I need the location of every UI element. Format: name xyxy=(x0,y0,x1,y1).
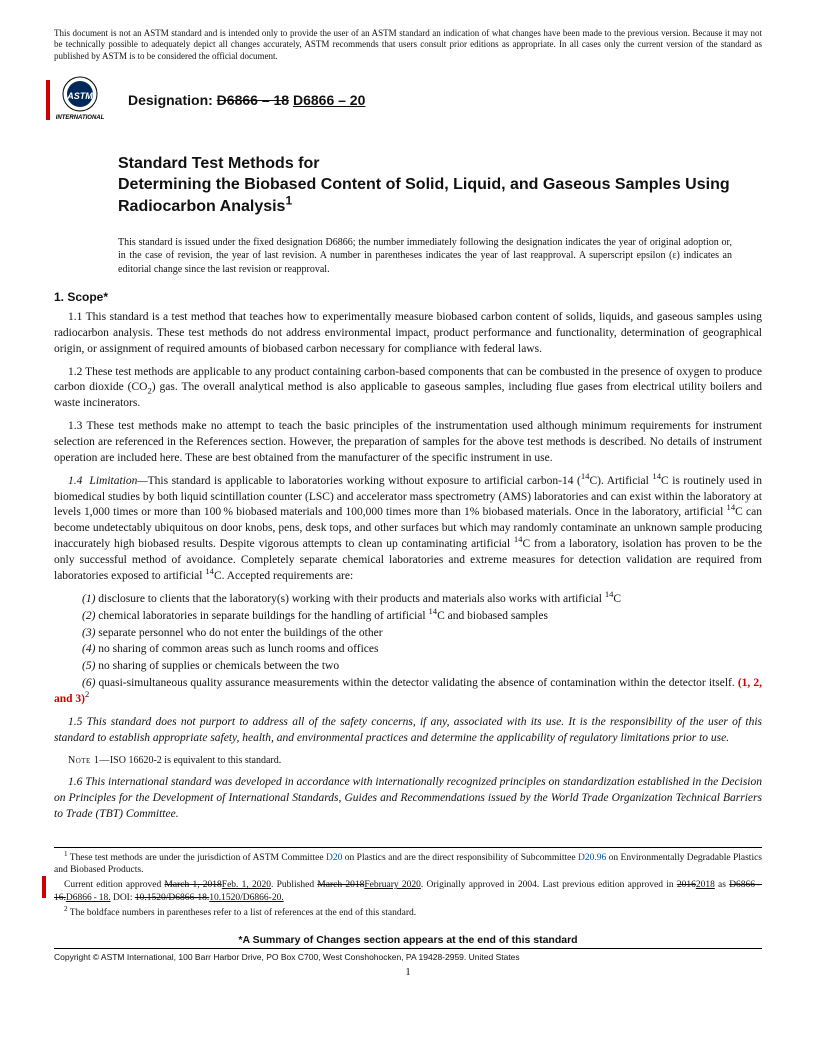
req-1: (1) disclosure to clients that the labor… xyxy=(68,592,762,608)
astm-logo-icon: ASTM INTERNATIONAL xyxy=(54,76,114,125)
footnote-edition: Current edition approved March 1, 2018Fe… xyxy=(54,879,762,905)
svg-text:ASTM: ASTM xyxy=(66,91,93,101)
designation-row: ASTM INTERNATIONAL Designation: D6866 – … xyxy=(46,76,762,125)
req-2: (2) chemical laboratories in separate bu… xyxy=(68,609,762,625)
issuance-note: This standard is issued under the fixed … xyxy=(118,236,732,277)
standard-title: Standard Test Methods for Determining th… xyxy=(118,153,732,218)
subcommittee-link[interactable]: D20.96 xyxy=(578,853,606,863)
req-6: (6) quasi-simultaneous quality assurance… xyxy=(54,676,762,708)
scope-heading: 1. Scope* xyxy=(54,290,762,304)
change-bar-icon xyxy=(42,876,46,898)
old-designation: D6866 – 18 xyxy=(217,92,289,108)
new-designation: D6866 – 20 xyxy=(293,92,365,108)
req-5: (5) no sharing of supplies or chemicals … xyxy=(68,659,762,675)
footnote-1: 1 These test methods are under the juris… xyxy=(54,852,762,878)
page-root: This document is not an ASTM standard an… xyxy=(0,0,816,1056)
req-4: (4) no sharing of common areas such as l… xyxy=(68,642,762,658)
para-1-1: 1.1 This standard is a test method that … xyxy=(54,310,762,358)
committee-link[interactable]: D20 xyxy=(326,853,342,863)
summary-footer: *A Summary of Changes section appears at… xyxy=(54,934,762,946)
change-bar-icon xyxy=(46,80,50,120)
para-1-2: 1.2 These test methods are applicable to… xyxy=(54,365,762,413)
designation-text: Designation: D6866 – 18 D6866 – 20 xyxy=(128,92,365,108)
req-3: (3) (3) separate personnel who do not en… xyxy=(68,626,762,642)
title-block: Standard Test Methods for Determining th… xyxy=(118,153,732,218)
para-1-4: 1.4 Limitation—This standard is applicab… xyxy=(54,474,762,585)
footnotes-block: 1 These test methods are under the juris… xyxy=(54,847,762,920)
ref-links[interactable]: (1, 2, and 3) xyxy=(54,677,762,705)
page-number: 1 xyxy=(54,966,762,978)
para-1-5: 1.5 This standard does not purport to ad… xyxy=(54,715,762,747)
note-1: Note 1—ISO 16620-2 is equivalent to this… xyxy=(68,754,762,768)
svg-text:INTERNATIONAL: INTERNATIONAL xyxy=(56,115,105,121)
footnote-2: 2 The boldface numbers in parentheses re… xyxy=(54,907,762,920)
para-1-3: 1.3 These test methods make no attempt t… xyxy=(54,419,762,467)
copyright-line: Copyright © ASTM International, 100 Barr… xyxy=(54,948,762,962)
top-disclaimer: This document is not an ASTM standard an… xyxy=(54,28,762,62)
para-1-6: 1.6 This international standard was deve… xyxy=(54,775,762,823)
